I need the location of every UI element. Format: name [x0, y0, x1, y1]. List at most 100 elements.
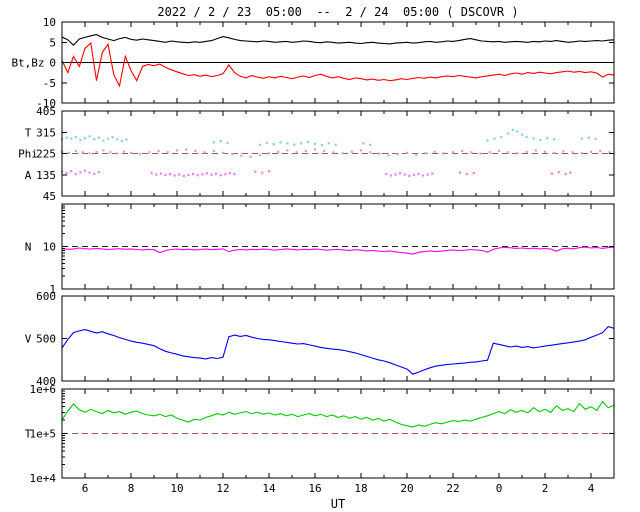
angle-a-point	[408, 174, 411, 177]
angle-a-point	[205, 172, 208, 175]
angle-t-point	[111, 136, 114, 139]
y-tick-label: 600	[36, 290, 56, 303]
angle-a-point	[465, 172, 468, 176]
angle-t-point	[286, 142, 289, 145]
angle-a-point	[173, 174, 176, 177]
angle-a-point	[219, 174, 222, 177]
angle-phi-point	[396, 153, 399, 156]
x-axis-label: UT	[331, 497, 345, 511]
angle-phi-point	[350, 150, 353, 153]
y-tick-label: 225	[36, 148, 56, 161]
angle-t-point	[116, 138, 119, 141]
angle-phi-point	[313, 148, 317, 151]
angle-a-point	[458, 171, 461, 174]
x-tick-label: 22	[446, 482, 459, 495]
angle-a-point	[267, 170, 271, 173]
angle-phi-point	[580, 152, 583, 155]
angle-phi-point	[185, 148, 188, 151]
angle-a-point	[88, 171, 91, 174]
angle-a-point	[394, 173, 397, 176]
x-tick-label: 18	[354, 482, 367, 495]
angle-t-point	[313, 142, 317, 145]
x-tick-label: 4	[588, 482, 595, 495]
y-tick-label: -5	[43, 77, 56, 90]
angle-phi-point	[258, 154, 261, 157]
angle-phi-point	[405, 151, 409, 154]
angle-t-point	[272, 143, 275, 146]
angle-phi-point	[470, 151, 473, 154]
angle-t-point	[486, 139, 489, 142]
y-tick-label: 400	[36, 375, 56, 388]
angle-phi-point	[286, 149, 289, 152]
x-tick-label: 6	[82, 482, 89, 495]
panel-label-v: V	[25, 333, 32, 346]
angle-phi-point	[295, 151, 298, 154]
angle-t-point	[553, 138, 556, 141]
angle-phi-point	[387, 154, 390, 157]
angle-phi-point	[359, 149, 363, 152]
angle-a-point	[83, 169, 87, 172]
y-tick-label: 135	[36, 169, 56, 182]
angle-phi-point	[433, 150, 436, 153]
angle-phi-point	[157, 149, 160, 152]
angle-a-point	[224, 173, 227, 176]
angle-a-point	[557, 171, 560, 174]
panel-label-n: N	[25, 241, 32, 254]
angle-phi-point	[488, 151, 491, 154]
angle-t-point	[493, 137, 496, 140]
angle-phi-point	[67, 151, 70, 154]
y-tick-label: 1e+5	[30, 428, 57, 441]
angle-t-point	[587, 136, 590, 139]
angle-t-point	[525, 135, 528, 139]
angle-a-point	[228, 172, 231, 175]
angle-phi-point	[304, 149, 307, 152]
angle-a-point	[155, 173, 158, 176]
angle-a-point	[65, 172, 68, 175]
angle-a-point	[196, 174, 199, 177]
angle-a-point	[417, 172, 420, 176]
angle-t-point	[369, 143, 372, 146]
angle-t-point	[279, 141, 282, 144]
angle-phi-point	[194, 149, 197, 152]
angle-phi-point	[74, 150, 77, 153]
angle-t-point	[532, 137, 535, 140]
panel-label-phi: Phi	[18, 148, 38, 161]
angle-phi-point	[123, 150, 126, 153]
angle-t-point	[362, 142, 365, 145]
x-tick-label: 14	[262, 482, 276, 495]
y-tick-label: 1e+6	[30, 383, 57, 396]
angle-phi-point	[378, 152, 381, 155]
angle-phi-point	[341, 152, 344, 155]
angle-phi-point	[129, 151, 133, 154]
angle-a-point	[472, 172, 475, 175]
angle-phi-point	[461, 149, 464, 152]
x-tick-label: 16	[308, 482, 321, 495]
angle-t-point	[120, 139, 123, 143]
angle-t-point	[106, 137, 110, 140]
angle-t-point	[293, 143, 296, 146]
angle-a-point	[254, 170, 257, 173]
angle-a-point	[201, 173, 204, 176]
angle-a-point	[97, 171, 100, 174]
angle-t-point	[74, 135, 77, 139]
angle-phi-point	[553, 151, 556, 154]
angle-t-point	[88, 135, 91, 138]
y-tick-label: 1	[49, 283, 56, 296]
angle-t-point	[580, 137, 583, 140]
angle-a-point	[412, 173, 415, 177]
angle-phi-point	[562, 150, 565, 153]
angle-a-point	[426, 173, 429, 176]
angle-phi-point	[516, 152, 519, 155]
angle-a-point	[74, 172, 77, 176]
angle-a-point	[192, 172, 195, 176]
angle-phi-point	[81, 151, 84, 154]
angle-phi-point	[332, 151, 335, 154]
angle-a-point	[550, 172, 553, 175]
angle-t-point	[539, 138, 542, 142]
angle-a-point	[233, 172, 236, 176]
angle-phi-point	[166, 151, 169, 154]
angle-phi-point	[497, 149, 501, 152]
angle-a-point	[261, 171, 264, 174]
panel-label-a: A	[25, 169, 32, 182]
angle-a-point	[79, 171, 82, 174]
